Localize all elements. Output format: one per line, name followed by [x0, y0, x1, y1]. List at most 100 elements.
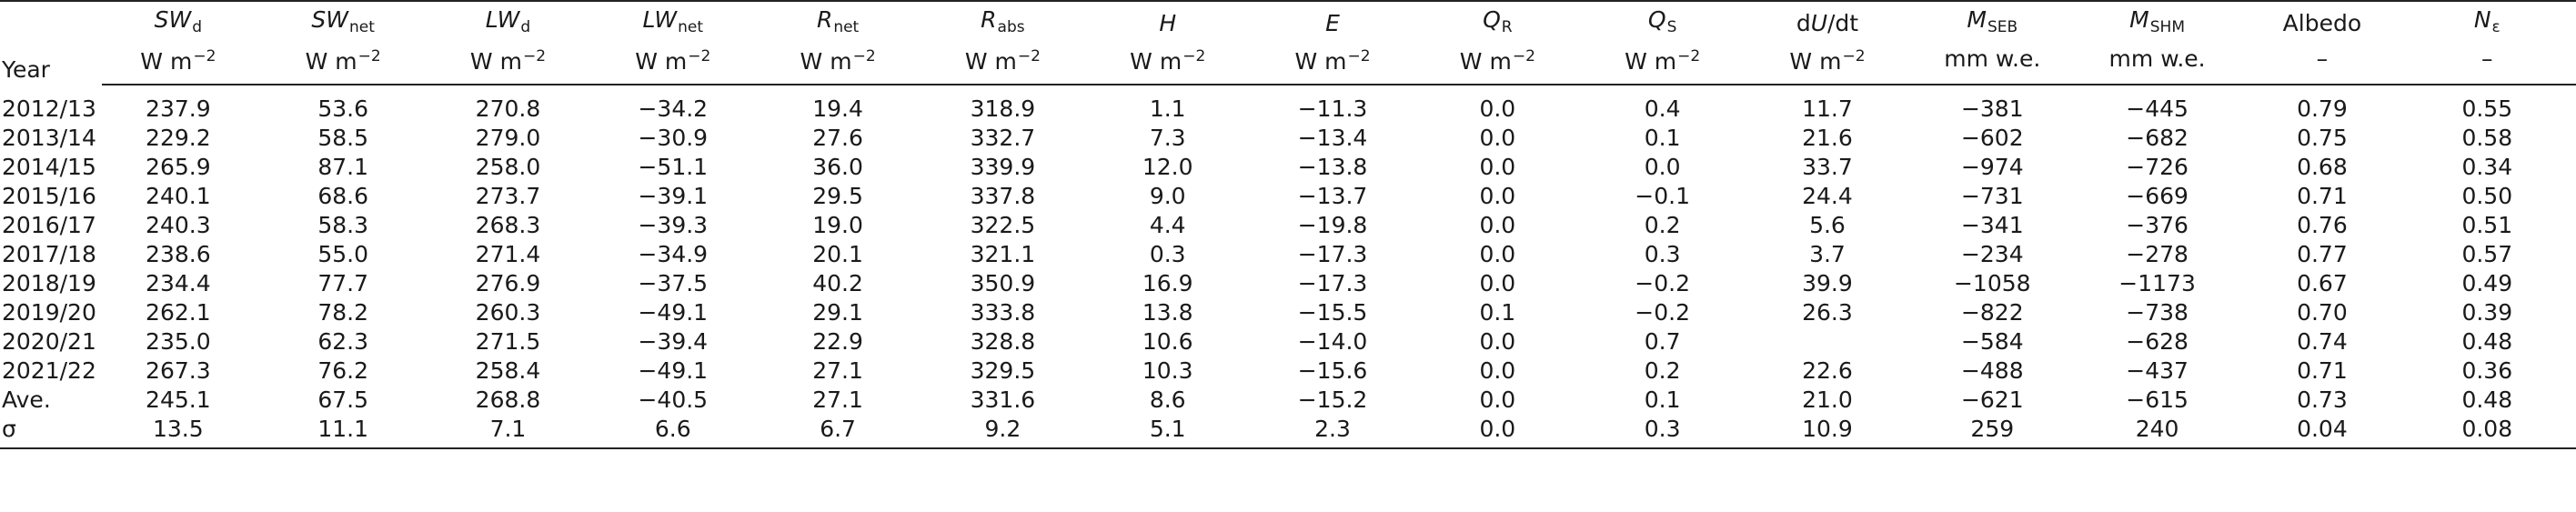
- table-cell: 22.6: [1802, 357, 1853, 384]
- column-header-symbol: Albedo: [2246, 0, 2411, 42]
- column-unit-exponent: −2: [1017, 47, 1041, 65]
- table-cell: 329.5: [970, 357, 1036, 384]
- table-cell: 273.7: [475, 183, 541, 209]
- table-cell: 271.5: [475, 328, 541, 355]
- column-subscript: net: [678, 18, 704, 36]
- table-cell: 333.8: [970, 299, 1036, 326]
- table-cell: −39.1: [638, 183, 709, 209]
- column-unit: W m: [635, 48, 688, 75]
- column-header-unit: W m−2: [1751, 42, 1917, 85]
- table-cell: 237.9: [146, 95, 211, 122]
- table-cell: 265.9: [146, 154, 211, 180]
- table-row: 2017/18 238.6 55.0 271.4 −34.9 20.1 321.1 0.3 −1…: [0, 240, 2576, 269]
- table-cell: −0.2: [1635, 299, 1691, 326]
- table-cell: −615: [2126, 387, 2189, 413]
- table-cell: −13.8: [1297, 154, 1368, 180]
- table-cell: 6.6: [597, 415, 762, 449]
- column-header-symbol: H: [1092, 0, 1257, 42]
- table-cell: 0.39: [2461, 299, 2513, 326]
- table-cell: 229.2: [146, 125, 211, 151]
- table-cell: −488: [1960, 357, 2024, 384]
- column-symbol: Q: [1483, 6, 1501, 33]
- table-cell: 0.71: [2297, 357, 2348, 384]
- table-cell: 4.4: [1149, 212, 1186, 238]
- column-unit-exponent: −2: [1347, 47, 1371, 65]
- table-cell: 270.8: [475, 95, 541, 122]
- table-cell: 322.5: [970, 212, 1036, 238]
- column-header-symbol: MSEB: [1916, 0, 2081, 42]
- header-unit-row: W m−2 W m−2 W m−2 W m−2 W m−2 W m−2 W m−2 W m−2…: [0, 42, 2576, 85]
- table-cell: −51.1: [638, 154, 709, 180]
- table-cell: 68.6: [317, 183, 368, 209]
- table-cell: −49.1: [638, 357, 709, 384]
- table-cell: 331.6: [970, 387, 1036, 413]
- table-cell: −669: [2126, 183, 2189, 209]
- table-cell: 27.6: [812, 125, 863, 151]
- table-cell: 0.51: [2461, 212, 2513, 238]
- table-cell: −584: [1960, 328, 2024, 355]
- table-row: 2021/22 267.3 76.2 258.4 −49.1 27.1 329.5 10.3 −…: [0, 356, 2576, 386]
- table-cell: −49.1: [638, 299, 709, 326]
- column-header-unit: mm w.e.: [2080, 42, 2247, 85]
- table-cell: 24.4: [1802, 183, 1853, 209]
- table-cell: 0.1: [1479, 299, 1516, 326]
- column-unit-exponent: −2: [522, 47, 547, 65]
- column-symbol-suffix: /dt: [1827, 10, 1859, 36]
- table-cell: −17.3: [1297, 270, 1368, 296]
- column-unit: W m: [305, 48, 357, 75]
- table-cell: 20.1: [812, 241, 863, 267]
- table-cell: −34.2: [638, 95, 709, 122]
- column-header-symbol: SWnet: [267, 0, 432, 42]
- column-subscript: SHM: [2149, 18, 2185, 36]
- column-header-symbol: Rnet: [761, 0, 927, 42]
- table-cell: 0.0: [1644, 154, 1681, 180]
- table-cell: 235.0: [146, 328, 211, 355]
- table-cell: −682: [2126, 125, 2189, 151]
- column-unit: mm w.e.: [2108, 45, 2206, 72]
- table-cell: 62.3: [317, 328, 368, 355]
- table-cell: 0.58: [2461, 125, 2513, 151]
- column-symbol: LW: [485, 6, 520, 33]
- table-row: 2013/14 229.2 58.5 279.0 −30.9 27.6 332.7 7.3 −1…: [0, 124, 2576, 153]
- column-header-symbol: QR: [1421, 0, 1586, 42]
- table-cell: 260.3: [475, 299, 541, 326]
- table-cell: 27.1: [812, 387, 863, 413]
- table-cell: 0.77: [2297, 241, 2348, 267]
- table-cell: 0.0: [1479, 125, 1516, 151]
- table-cell: 245.1: [146, 387, 211, 413]
- column-header-symbol: QS: [1586, 0, 1752, 42]
- table-cell: 318.9: [970, 95, 1036, 122]
- column-symbol-main: U: [1810, 10, 1827, 36]
- column-unit: mm w.e.: [1944, 45, 2041, 72]
- table-cell: 9.0: [1149, 183, 1186, 209]
- column-subscript: ε: [2491, 18, 2501, 36]
- table-cell: 240.1: [146, 183, 211, 209]
- table-row: σ 13.5 11.1 7.1 6.6 6.7 9.2 5.1 2.3 0.0 0.3 10.9 259…: [0, 415, 2576, 449]
- table-cell: 53.6: [317, 95, 368, 122]
- table-cell: 259: [1916, 415, 2081, 449]
- column-symbol: LW: [642, 6, 678, 33]
- table-cell: 0.0: [1479, 357, 1516, 384]
- table-cell: −30.9: [638, 125, 709, 151]
- energy-balance-table: Year SWd SWnet LWd LWnet Rnet Rabs H E QR QS dU/dt…: [0, 0, 2576, 449]
- table-cell: 0.0: [1479, 183, 1516, 209]
- table-cell: 279.0: [475, 125, 541, 151]
- column-header-unit: –: [2410, 42, 2576, 85]
- table-cell: −40.5: [638, 387, 709, 413]
- column-symbol: E: [1325, 10, 1340, 36]
- row-label: 2018/19: [2, 270, 96, 296]
- table-cell: −1058: [1953, 270, 2031, 296]
- table-cell: 7.1: [431, 415, 598, 449]
- table-cell: 0.04: [2246, 415, 2411, 449]
- table-cell: 0.67: [2297, 270, 2348, 296]
- row-label: 2017/18: [2, 241, 96, 267]
- table-cell: −0.2: [1635, 270, 1691, 296]
- table-cell: −15.2: [1297, 387, 1368, 413]
- column-header-symbol: SWd: [102, 0, 267, 42]
- column-unit: –: [2481, 45, 2493, 72]
- table-cell: −13.7: [1297, 183, 1368, 209]
- column-unit: W m: [1294, 48, 1347, 75]
- row-label: 2015/16: [2, 183, 96, 209]
- table-cell: 0.0: [1479, 212, 1516, 238]
- table-cell: 55.0: [317, 241, 368, 267]
